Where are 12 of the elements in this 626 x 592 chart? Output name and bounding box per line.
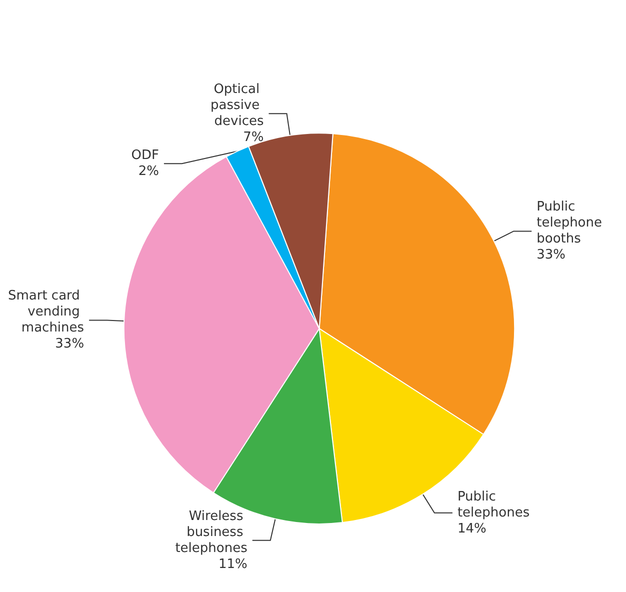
slice-label: Optical passive devices xyxy=(210,82,264,130)
data-label: 33% xyxy=(536,248,566,263)
data-label: 2% xyxy=(138,164,159,180)
data-label: 33% xyxy=(55,336,84,352)
slice-label: Public telephone booths xyxy=(536,200,606,247)
slice-label: ODF xyxy=(131,148,159,164)
data-label: 11% xyxy=(218,556,248,572)
data-label: 14% xyxy=(457,521,486,536)
data-label: 7% xyxy=(243,130,264,146)
slice-label: Public telephones xyxy=(457,489,530,520)
slice-label: Smart card vending machines xyxy=(8,288,84,336)
slice-label: Wireless business telephones xyxy=(175,508,248,556)
